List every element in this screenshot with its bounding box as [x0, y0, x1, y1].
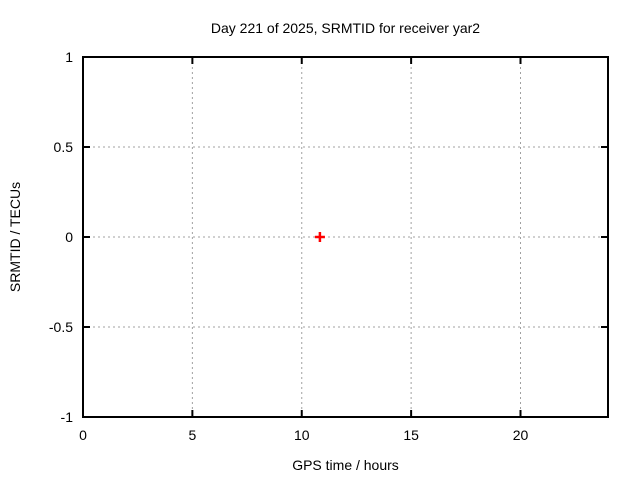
x-tick-label: 0: [79, 427, 87, 443]
y-tick-label: 0: [65, 229, 73, 245]
x-tick-label: 20: [513, 427, 529, 443]
x-axis-label: GPS time / hours: [292, 457, 399, 473]
x-tick-label: 5: [188, 427, 196, 443]
grid-layer: [83, 57, 608, 417]
x-tick-label: 15: [403, 427, 419, 443]
chart-title: Day 221 of 2025, SRMTID for receiver yar…: [211, 20, 480, 36]
y-axis-label: SRMTID / TECUs: [7, 182, 23, 292]
y-tick-label: -0.5: [49, 319, 73, 335]
tick-layer: [82, 56, 608, 418]
y-tick-label: 1: [65, 49, 73, 65]
x-tick-label: 10: [294, 427, 310, 443]
y-tick-label: 0.5: [54, 139, 74, 155]
y-tick-label: -1: [61, 409, 74, 425]
tick-label-layer: 0 5 10 15 20 1 0.5 0 -0.5 -1: [49, 49, 529, 443]
data-points-layer: [314, 232, 325, 242]
